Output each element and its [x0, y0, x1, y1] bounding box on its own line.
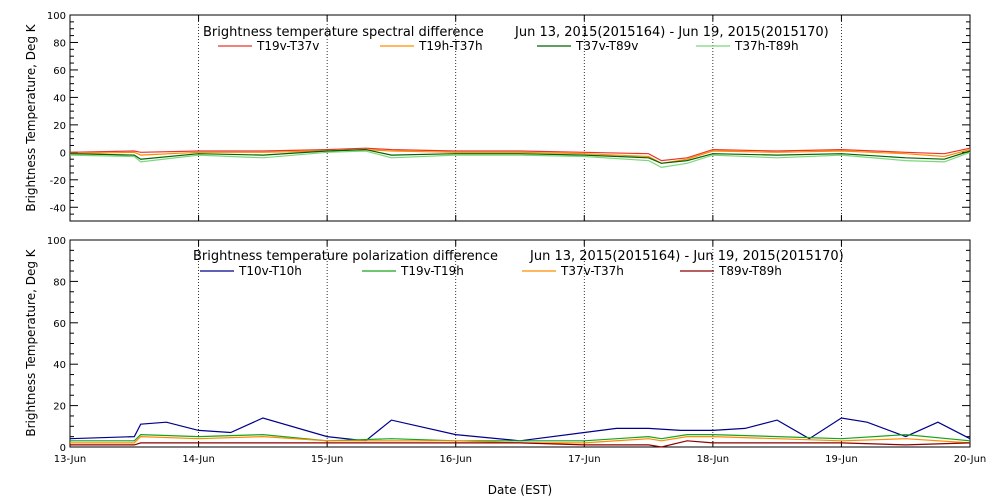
- x-tick-label: 15-Jun: [311, 454, 344, 465]
- legend-label-T37v-T37h: T37v-T37h: [560, 264, 624, 278]
- y-tick-label: 20: [53, 402, 66, 413]
- x-tick-label: 14-Jun: [182, 454, 215, 465]
- panel-1-frame: [69, 14, 971, 222]
- series-line-T19h-T37h: [69, 148, 971, 164]
- panel-2-title: Brightness temperature polarization diff…: [193, 249, 498, 264]
- y-tick-label: 80: [53, 38, 66, 49]
- polarization-difference-panel: 0 20 40 60 80 100 13-Jun 14-Jun 15-Jun 16-Jun 17-…: [24, 236, 986, 497]
- x-tick-label: 16-Jun: [439, 454, 472, 465]
- panel-1-title: Brightness temperature spectral differen…: [203, 25, 484, 40]
- series-line-T89v-T89h: [70, 440, 971, 448]
- y-tick-label: 0: [60, 148, 66, 159]
- y-tick-label: 100: [47, 11, 66, 22]
- legend-label-T19v-T19h: T19v-T19h: [400, 264, 464, 278]
- legend-label-T37v-T89v: T37v-T89v: [575, 39, 638, 53]
- spectral-difference-panel: -40 -20 0 20 40 60 80 100 Brightness temperatur…: [24, 11, 971, 222]
- x-tick-label: 17-Jun: [568, 454, 601, 465]
- panel-2-ylabel: Brightness Temperature, Deg K: [24, 248, 38, 436]
- legend-label-T37h-T89h: T37h-T89h: [734, 39, 799, 53]
- y-tick-label: 40: [53, 93, 66, 104]
- legend-label-T19h-T37h: T19h-T37h: [418, 39, 483, 53]
- y-tick-label: 40: [53, 360, 66, 371]
- y-tick-label: -40: [50, 203, 66, 214]
- y-tick-label: 0: [60, 443, 66, 454]
- x-tick-label: 19-Jun: [825, 454, 858, 465]
- panel-1-ylabel: Brightness Temperature, Deg K: [24, 23, 38, 211]
- y-tick-label: 20: [53, 121, 66, 132]
- y-tick-label: 60: [53, 319, 66, 330]
- x-tick-label: 20-Jun: [954, 454, 987, 465]
- series-line-T37v-T89v: [69, 148, 971, 164]
- y-tick-label: 80: [53, 277, 66, 288]
- x-tick-label: 13-Jun: [54, 454, 87, 465]
- x-axis-label: Date (EST): [488, 483, 552, 497]
- series-line-T19v-T37v: [69, 147, 971, 162]
- y-tick-label: -20: [50, 176, 66, 187]
- series-line-T37h-T89h: [69, 150, 971, 169]
- series-line-T10v-T10h: [69, 417, 971, 442]
- legend-label-T19v-T37v: T19v-T37v: [256, 39, 319, 53]
- x-tick-label: 18-Jun: [697, 454, 730, 465]
- y-tick-label: 60: [53, 66, 66, 77]
- series-line-T37v-T37h: [70, 435, 971, 444]
- legend-label-T10v-T10h: T10v-T10h: [238, 264, 302, 278]
- panel-2-date-range: Jun 13, 2015(2015164) - Jun 19, 2015(201…: [529, 249, 844, 264]
- legend-label-T89v-T89h: T89v-T89h: [718, 264, 782, 278]
- y-tick-label: 100: [47, 236, 66, 247]
- panel-1-date-range: Jun 13, 2015(2015164) - Jun 19, 2015(201…: [514, 25, 829, 40]
- series-line-T19v-T19h: [70, 433, 971, 442]
